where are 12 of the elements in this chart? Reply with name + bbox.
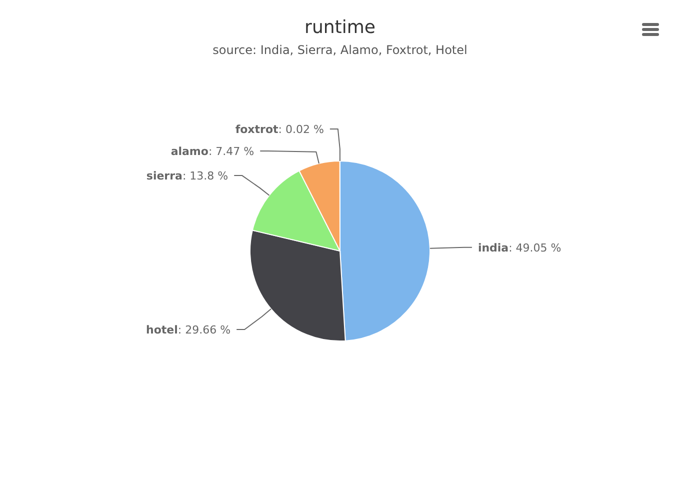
slice-label: alamo (170, 145, 209, 158)
slice-label: foxtrot (235, 123, 278, 136)
data-label: : 13.8 % (182, 170, 228, 183)
slice-label: india (478, 241, 509, 254)
data-label: : 7.47 % (208, 145, 254, 158)
data-label: : 29.66 % (178, 323, 231, 336)
slice-label: sierra (146, 170, 182, 183)
chart-title: runtime (304, 17, 376, 38)
slice-label: hotel (146, 323, 178, 336)
data-label: : 49.05 % (508, 241, 562, 254)
data-label: : 0.02 % (278, 123, 324, 136)
chart-subtitle: source: India, Sierra, Alamo, Foxtrot, Hotel (212, 43, 468, 57)
